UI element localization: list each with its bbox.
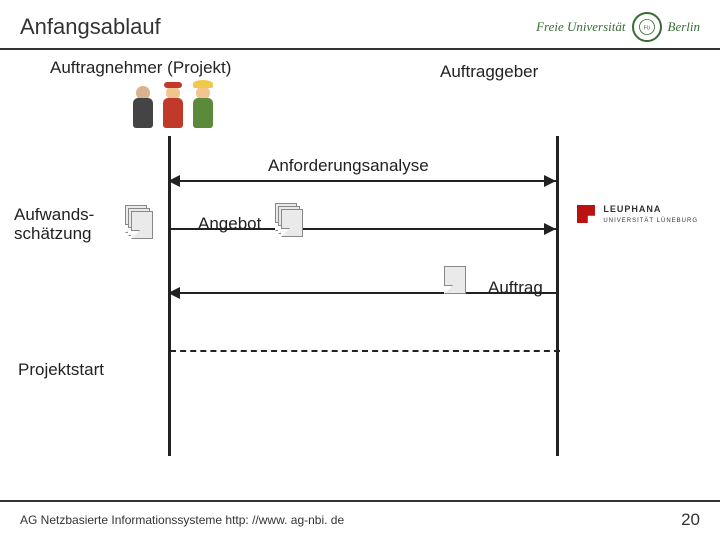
person-engineer-icon — [190, 86, 216, 130]
aufwand-label: Aufwands- schätzung — [14, 206, 94, 243]
actor-contractor-label: Auftragnehmer (Projekt) — [50, 58, 231, 78]
fu-seal-icon: FU — [632, 12, 662, 42]
fu-logo-suffix: Berlin — [668, 19, 701, 35]
leuphana-logo: LEUPHANA UNIVERSITÄT LÜNEBURG — [577, 205, 698, 228]
auftrag-doc-icon — [444, 266, 466, 294]
person-worker-icon — [160, 86, 186, 130]
actor-client-label: Auftraggeber — [440, 62, 538, 82]
fu-logo-text: Freie Universität — [536, 19, 625, 35]
msg-anforderungsanalyse-label: Anforderungsanalyse — [268, 156, 429, 176]
angebot-doc-icon — [278, 206, 304, 238]
projektstart-divider — [170, 350, 560, 352]
lifeline-client — [556, 136, 559, 456]
arrow-left-icon — [168, 292, 556, 294]
leuphana-mark-icon — [577, 205, 595, 223]
arrow-bidirectional-icon — [168, 180, 556, 182]
page-number: 20 — [681, 510, 700, 530]
leuphana-logo-text: LEUPHANA UNIVERSITÄT LÜNEBURG — [603, 205, 698, 225]
msg-anforderungsanalyse: Anforderungsanalyse — [168, 180, 556, 182]
arrow-right-icon — [168, 228, 556, 230]
msg-angebot-label: Angebot — [198, 214, 261, 234]
msg-auftrag-label: Auftrag — [488, 278, 543, 298]
fu-berlin-logo: Freie Universität FU Berlin — [536, 12, 700, 42]
person-suit-icon — [130, 86, 156, 130]
footer: AG Netzbasierte Informationssysteme http… — [0, 500, 720, 540]
aufwand-doc-icon — [128, 208, 154, 240]
people-icon — [130, 86, 216, 130]
footer-text: AG Netzbasierte Informationssysteme http… — [20, 513, 344, 527]
slide-title: Anfangsablauf — [20, 14, 161, 40]
msg-angebot: Angebot — [168, 228, 556, 230]
sequence-diagram: Auftragnehmer (Projekt) Auftraggeber Anf… — [0, 50, 720, 470]
msg-auftrag: Auftrag — [168, 292, 556, 294]
header-row: Anfangsablauf Freie Universität FU Berli… — [0, 0, 720, 48]
slide: Anfangsablauf Freie Universität FU Berli… — [0, 0, 720, 540]
svg-text:FU: FU — [643, 26, 650, 32]
projektstart-label: Projektstart — [18, 360, 104, 380]
